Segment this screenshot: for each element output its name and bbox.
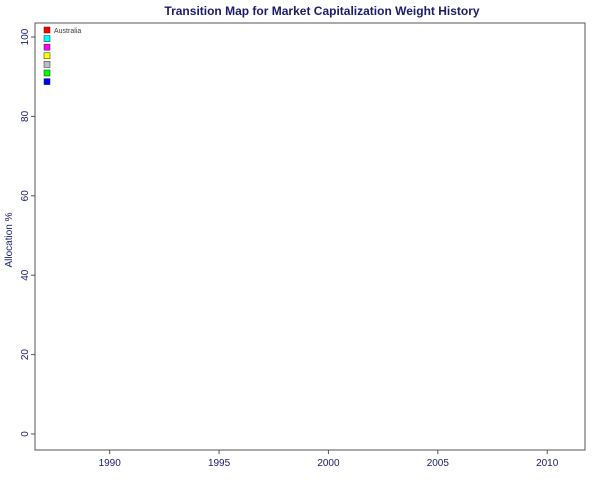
plot-frame: [34, 22, 586, 451]
x-tick-label: 2005: [427, 458, 450, 469]
legend-label: Australia: [54, 28, 81, 35]
legend-swatch: [43, 43, 51, 51]
y-tick-label: 40: [20, 269, 31, 281]
y-tick-label: 80: [20, 110, 31, 122]
legend-swatch: [43, 61, 51, 68]
y-tick-label: 20: [20, 349, 31, 361]
y-tick-label: 0: [20, 431, 31, 437]
legend-swatch: [43, 26, 51, 34]
x-tick-label: 2000: [317, 458, 340, 469]
y-tick-label: 100: [20, 28, 31, 45]
legend-swatch: [43, 35, 51, 42]
legend-swatch: [43, 78, 51, 85]
chart-title: Transition Map for Market Capitalization…: [164, 4, 479, 18]
x-tick-label: 1990: [99, 458, 122, 469]
x-tick-label: 1995: [208, 458, 231, 469]
y-tick-label: 60: [20, 190, 31, 202]
legend-swatch: [43, 52, 51, 60]
legend-swatch: [43, 69, 51, 77]
x-tick-label: 2010: [536, 458, 559, 469]
y-axis-label: Allocation %: [4, 212, 15, 267]
axes: 0 20 40 60 80 100 1990 1995 2000 2005 2010: [20, 22, 586, 469]
legend: Australia: [43, 26, 81, 85]
